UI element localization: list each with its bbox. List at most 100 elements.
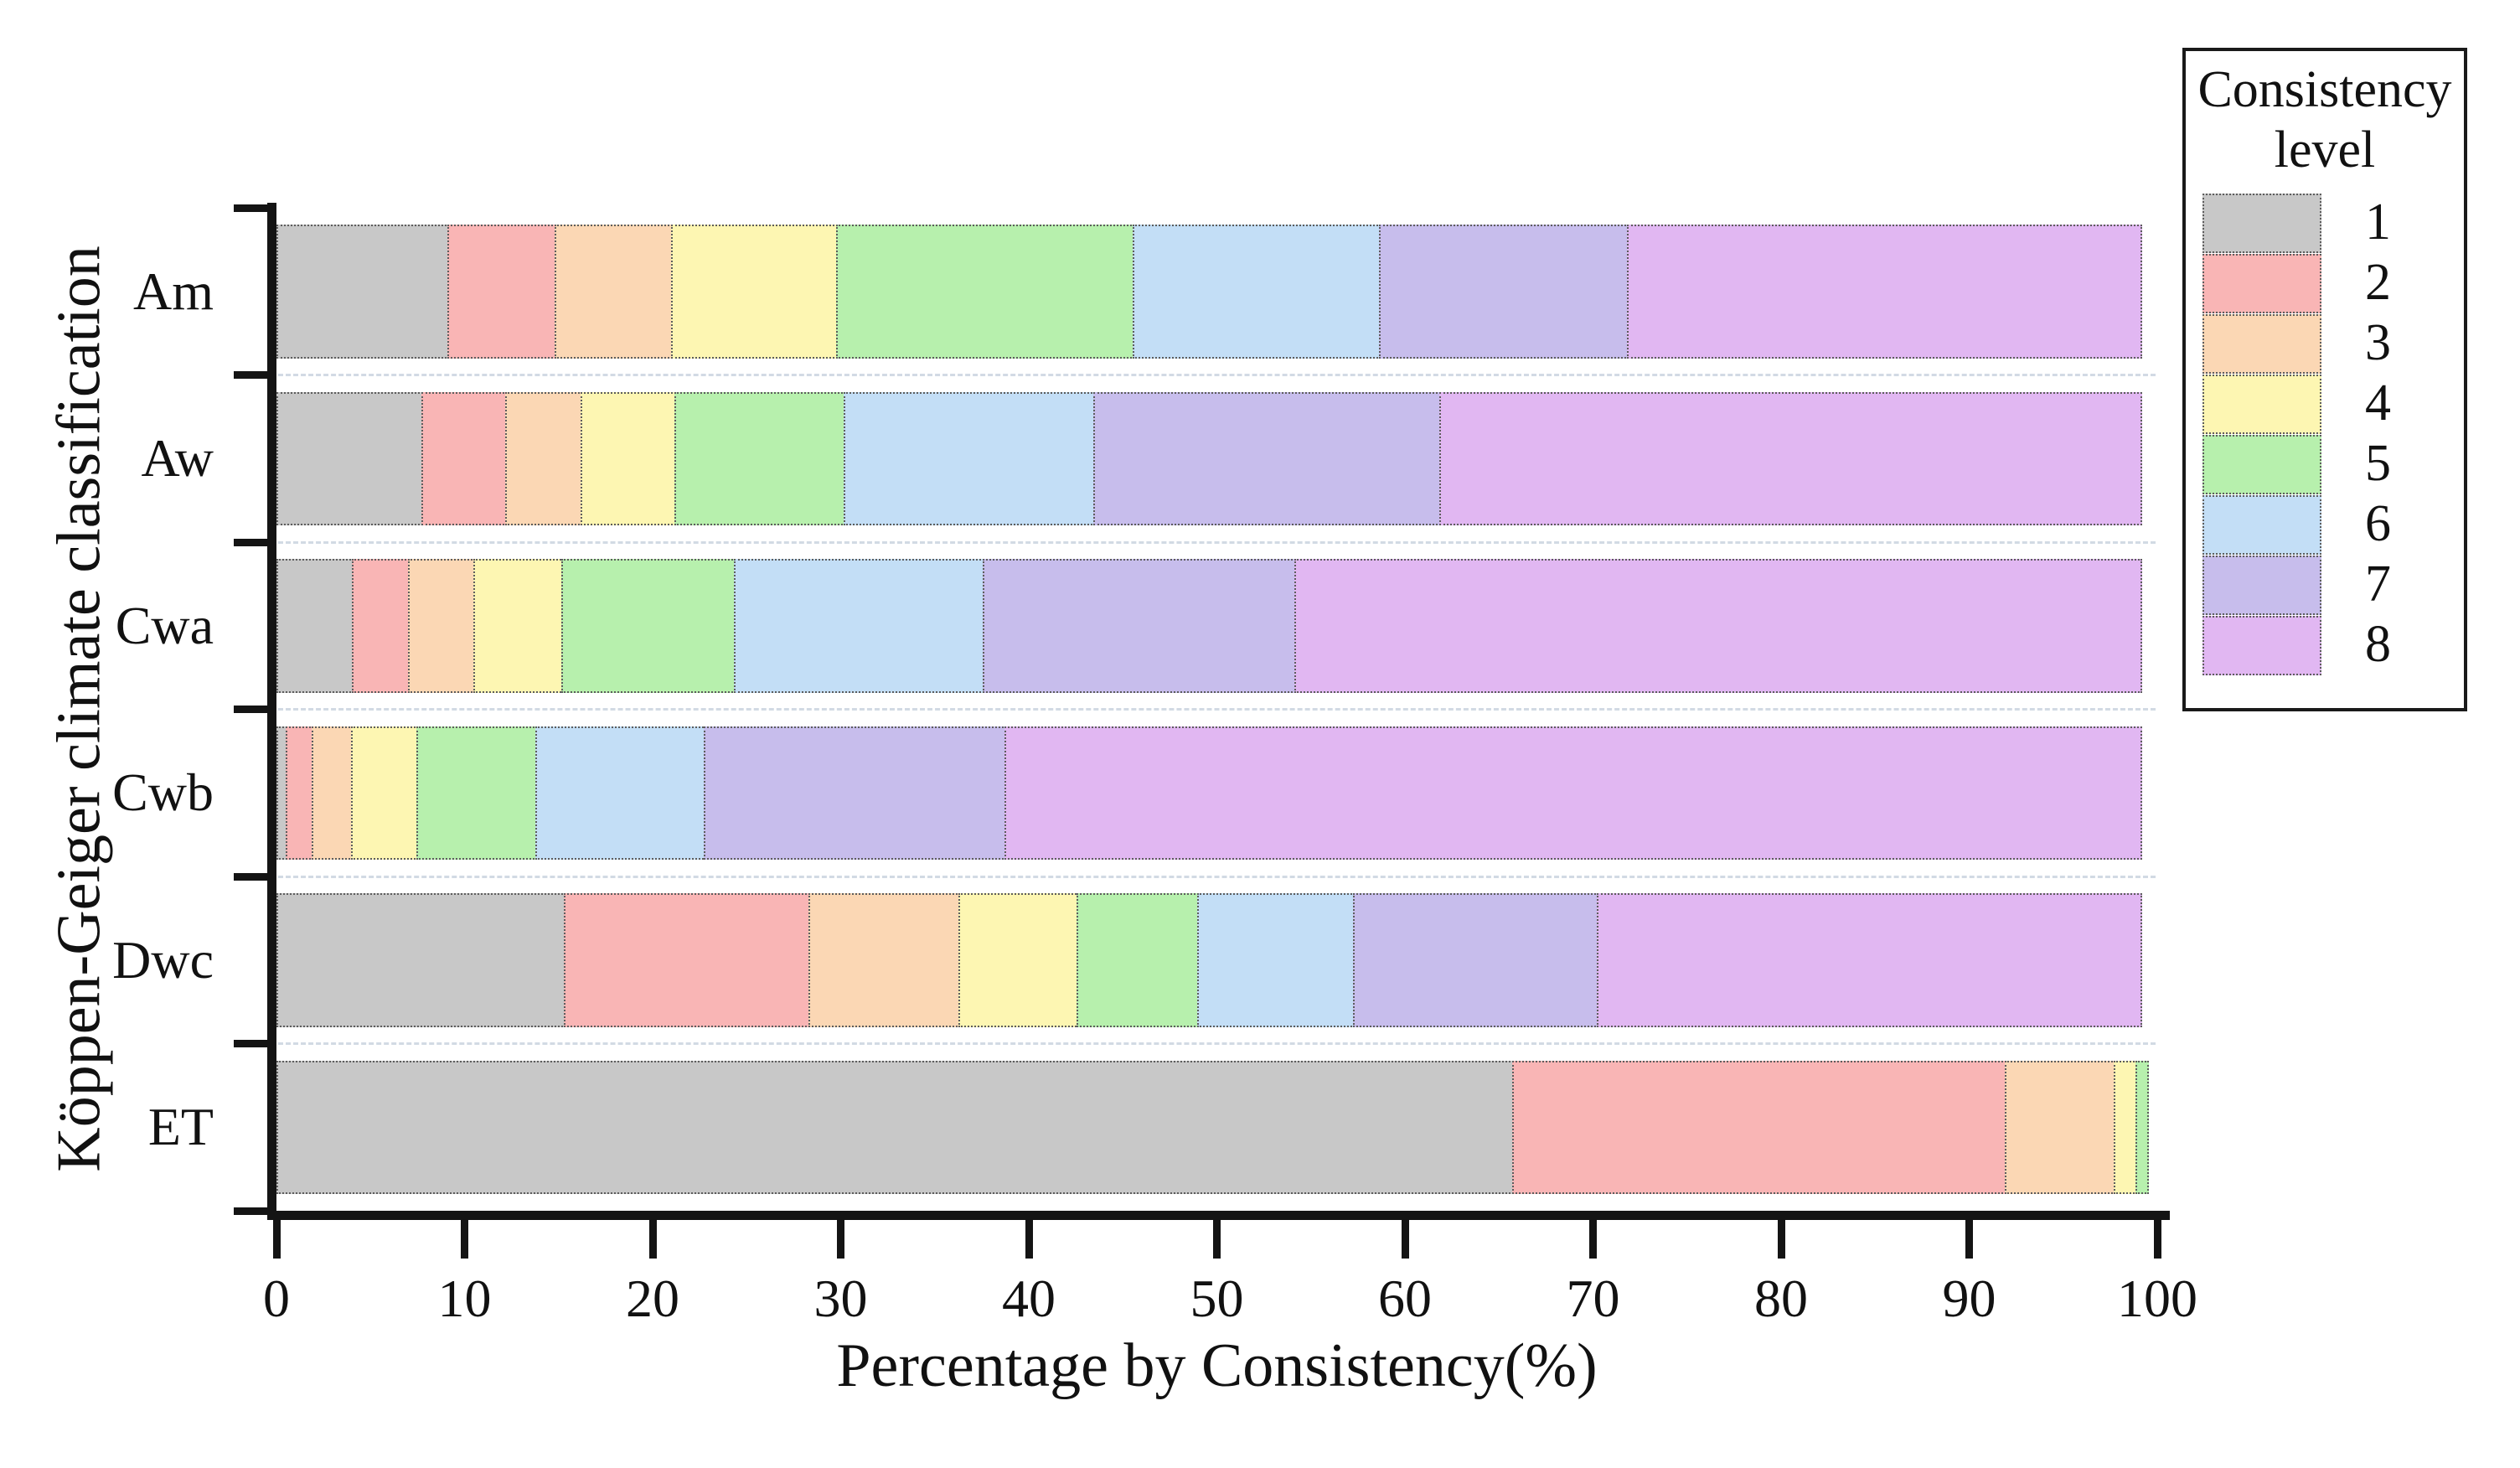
x-tick-label-30: 30 [813,1269,868,1328]
segment-Cwa-level-1 [276,559,354,693]
legend-swatch-level-1 [2202,193,2321,253]
legend-label-level-6: 6 [2365,494,2391,552]
y-tick-label-ET: ET [147,1097,214,1157]
segment-Cwb-level-8 [1004,726,2143,860]
segment-Dwc-level-7 [1352,893,1599,1027]
legend-item-1: 1 [2186,192,2464,253]
legend-item-8: 8 [2186,614,2464,675]
segment-Am-level-1 [276,225,450,359]
legend-label-level-4: 4 [2365,374,2391,432]
segment-Dwc-level-4 [958,893,1079,1027]
segment-ET-level-2 [1511,1060,2007,1194]
segment-Cwa-level-3 [407,559,476,693]
legend-label-level-1: 1 [2365,193,2391,251]
x-tick-label-100: 100 [2117,1269,2197,1328]
segment-Dwc-level-8 [1597,893,2143,1027]
segment-Cwb-level-5 [416,726,537,860]
x-tick-label-0: 0 [263,1269,290,1328]
segment-ET-level-3 [2004,1060,2116,1194]
segment-Cwb-level-3 [312,726,354,860]
y-tick-label-Am: Am [133,261,214,321]
segment-ET-level-1 [276,1060,1515,1194]
y-tick-mark [234,1207,267,1215]
legend-swatch-level-3 [2202,313,2321,374]
segment-Dwc-level-3 [808,893,961,1027]
x-axis-title: Percentage by Consistency(%) [836,1331,1598,1400]
segment-Cwb-level-4 [351,726,419,860]
segment-ET-level-5 [2135,1060,2149,1194]
legend-item-5: 5 [2186,433,2464,494]
x-tick-label-80: 80 [1754,1269,1808,1328]
x-tick-mark-20 [648,1220,657,1259]
x-tick-mark-100 [2153,1220,2161,1259]
legend-swatch-level-6 [2202,494,2321,555]
y-tick-mark [234,1040,267,1047]
segment-Am-level-2 [447,225,557,359]
segment-Cwa-level-2 [351,559,411,693]
segment-Dwc-level-6 [1196,893,1356,1027]
x-tick-label-90: 90 [1942,1269,1996,1328]
x-tick-mark-90 [1965,1220,1973,1259]
legend-item-7: 7 [2186,554,2464,615]
legend-item-6: 6 [2186,494,2464,555]
legend-swatch-level-2 [2202,253,2321,313]
y-tick-label-Dwc: Dwc [112,929,214,990]
segment-Aw-level-8 [1438,391,2143,525]
legend-label-level-3: 3 [2365,313,2391,371]
segment-Aw-level-5 [674,391,846,525]
segment-Am-level-6 [1133,225,1381,359]
y-axis-title: Köppen-Geiger climate classification [44,246,114,1172]
x-tick-label-10: 10 [437,1269,492,1328]
segment-ET-level-4 [2113,1060,2138,1194]
legend-title: Consistency level [2186,59,2464,180]
legend-swatch-level-4 [2202,374,2321,434]
segment-Cwa-level-5 [561,559,736,693]
y-tick-label-Cwa: Cwa [115,595,214,655]
legend-title-line2: level [2274,121,2376,178]
segment-Aw-level-3 [505,391,583,525]
y-axis-spine [267,203,276,1216]
segment-Dwc-level-5 [1077,893,1200,1027]
legend-label-level-5: 5 [2365,434,2391,492]
y-tick-mark [234,872,267,881]
segment-Cwa-level-8 [1294,559,2143,693]
y-tick-label-Aw: Aw [141,428,214,488]
plot-area: Am Aw Cwa Cwb Dwc ET 0 10 20 30 40 50 60 70 80 90 100 [112,203,2197,1328]
x-tick-mark-60 [1401,1220,1409,1259]
segment-Cwb-level-6 [534,726,706,860]
bar-Aw [276,391,2157,525]
y-tick-label-Cwb: Cwb [112,762,214,823]
segment-Aw-level-1 [276,391,424,525]
segment-Cwb-level-2 [285,726,314,860]
x-tick-label-20: 20 [626,1269,679,1328]
legend-label-level-7: 7 [2365,555,2391,613]
legend-swatch-level-5 [2202,434,2321,494]
band-separator-line [278,708,2156,711]
segment-Dwc-level-1 [276,893,566,1027]
legend-item-2: 2 [2186,252,2464,313]
x-tick-mark-50 [1213,1220,1221,1259]
segment-Cwb-level-7 [704,726,1007,860]
x-tick-mark-70 [1589,1220,1597,1259]
segment-Am-level-4 [670,225,839,359]
segment-Aw-level-4 [580,391,677,525]
legend-swatch-level-8 [2202,615,2321,675]
segment-Cwa-level-4 [472,559,564,693]
segment-Am-level-5 [835,225,1135,359]
segment-Am-level-3 [554,225,674,359]
y-tick-mark [234,204,267,212]
legend-title-line1: Consistency [2197,61,2452,118]
legend-item-4: 4 [2186,373,2464,434]
band-separator-line [278,1042,2156,1045]
bar-Cwa [276,559,2157,693]
y-tick-mark [234,538,267,546]
segment-Aw-level-6 [843,391,1096,525]
x-tick-label-50: 50 [1190,1269,1244,1328]
segment-Am-level-8 [1627,225,2143,359]
bar-Cwb [276,726,2157,860]
band-separator-line [278,540,2156,544]
segment-Aw-level-7 [1093,391,1442,525]
